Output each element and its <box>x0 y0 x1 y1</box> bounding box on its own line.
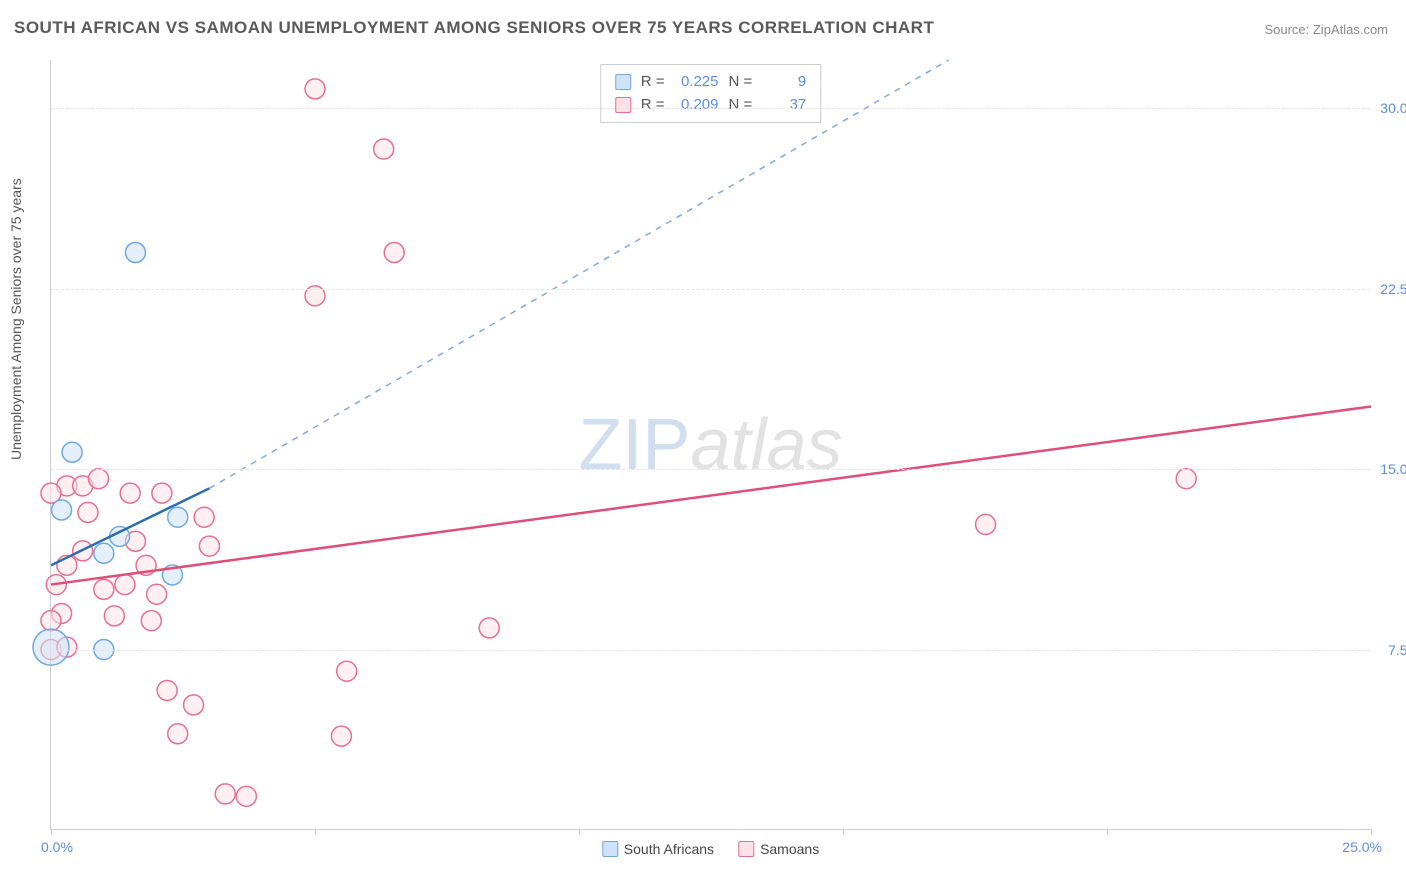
x-tick-mark <box>1371 829 1372 835</box>
gridline-h <box>51 650 1370 651</box>
data-point <box>125 243 145 263</box>
data-point <box>236 786 256 806</box>
plot-area: ZIPatlas R = 0.225 N = 9 R = 0.209 N = 3… <box>50 60 1370 830</box>
trend-line <box>51 407 1371 585</box>
source-attribution: Source: ZipAtlas.com <box>1264 22 1388 37</box>
data-point <box>337 661 357 681</box>
data-point <box>1176 469 1196 489</box>
legend-item-sam: Samoans <box>738 841 819 857</box>
trend-line <box>209 60 948 488</box>
stats-r-label: R = <box>641 71 665 94</box>
stats-n-sa: 9 <box>762 71 806 94</box>
x-tick-mark <box>51 829 52 835</box>
gridline-h <box>51 469 1370 470</box>
y-axis-label: Unemployment Among Seniors over 75 years <box>8 178 24 460</box>
x-tick-mark <box>843 829 844 835</box>
data-point <box>104 606 124 626</box>
data-point <box>147 584 167 604</box>
stats-r-sa: 0.225 <box>675 71 719 94</box>
correlation-chart: SOUTH AFRICAN VS SAMOAN UNEMPLOYMENT AMO… <box>0 0 1406 892</box>
legend-label-sa: South Africans <box>624 841 714 857</box>
data-point <box>62 442 82 462</box>
y-tick-label: 30.0% <box>1372 100 1406 116</box>
swatch-sam-icon <box>615 97 631 113</box>
y-tick-label: 15.0% <box>1372 461 1406 477</box>
data-point <box>194 507 214 527</box>
data-point <box>168 724 188 744</box>
data-point <box>120 483 140 503</box>
data-point <box>331 726 351 746</box>
legend-item-sa: South Africans <box>602 841 714 857</box>
swatch-sa-icon <box>615 74 631 90</box>
plot-svg <box>51 60 1370 829</box>
x-tick-mark <box>579 829 580 835</box>
data-point <box>94 579 114 599</box>
stats-r-sam: 0.209 <box>675 94 719 117</box>
data-point <box>141 611 161 631</box>
data-point <box>374 139 394 159</box>
data-point <box>33 629 69 665</box>
data-point <box>115 575 135 595</box>
x-tick-mark <box>315 829 316 835</box>
legend-bottom: South Africans Samoans <box>602 841 819 857</box>
stats-n-sam: 37 <box>762 94 806 117</box>
data-point <box>152 483 172 503</box>
y-tick-label: 7.5% <box>1372 642 1406 658</box>
data-point <box>89 469 109 489</box>
data-point <box>199 536 219 556</box>
data-point <box>78 502 98 522</box>
swatch-sa-icon <box>602 841 618 857</box>
data-point <box>52 500 72 520</box>
stats-n-label: N = <box>729 94 753 117</box>
y-tick-label: 22.5% <box>1372 281 1406 297</box>
stats-box: R = 0.225 N = 9 R = 0.209 N = 37 <box>600 64 822 123</box>
data-point <box>94 543 114 563</box>
data-point <box>479 618 499 638</box>
swatch-sam-icon <box>738 841 754 857</box>
data-point <box>41 611 61 631</box>
data-point <box>305 79 325 99</box>
x-tick-max: 25.0% <box>1342 839 1382 855</box>
legend-label-sam: Samoans <box>760 841 819 857</box>
stats-row-sam: R = 0.209 N = 37 <box>615 94 807 117</box>
data-point <box>215 784 235 804</box>
x-tick-min: 0.0% <box>41 839 73 855</box>
data-point <box>976 514 996 534</box>
gridline-h <box>51 108 1370 109</box>
data-point <box>184 695 204 715</box>
data-point <box>384 243 404 263</box>
chart-title: SOUTH AFRICAN VS SAMOAN UNEMPLOYMENT AMO… <box>14 18 934 38</box>
gridline-h <box>51 289 1370 290</box>
stats-r-label: R = <box>641 94 665 117</box>
stats-n-label: N = <box>729 71 753 94</box>
data-point <box>157 680 177 700</box>
x-tick-mark <box>1107 829 1108 835</box>
stats-row-sa: R = 0.225 N = 9 <box>615 71 807 94</box>
data-point <box>168 507 188 527</box>
